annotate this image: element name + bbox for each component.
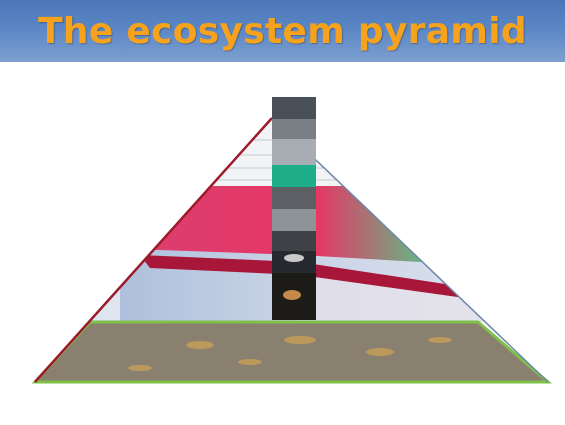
slide: The ecosystem pyramid (0, 0, 565, 425)
pyramid-figure (0, 0, 565, 425)
base-seafloor (35, 322, 548, 382)
photo-strip (272, 97, 316, 320)
